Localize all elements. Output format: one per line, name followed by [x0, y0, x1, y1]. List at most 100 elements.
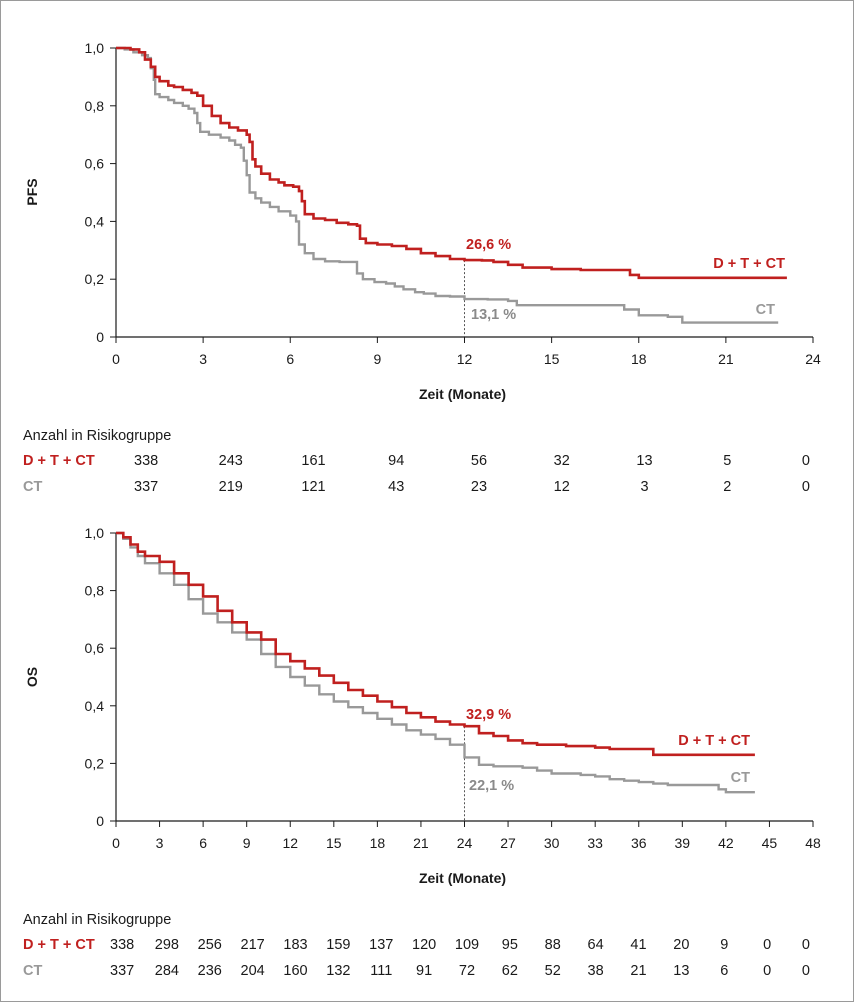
ct-landmark-annotation: 22,1 %: [469, 778, 514, 794]
risk-count: 88: [545, 937, 561, 953]
risk-count: 159: [326, 937, 350, 953]
x-tick-label: 21: [413, 835, 429, 851]
x-tick-label: 24: [457, 835, 473, 851]
risk-count: 21: [630, 963, 646, 979]
y-tick-label: 1,0: [85, 525, 105, 541]
risk-count: 56: [471, 453, 487, 469]
risk-count: 91: [416, 963, 432, 979]
risk-count: 338: [110, 937, 134, 953]
risk-count: 243: [219, 453, 243, 469]
risk-count: 32: [554, 453, 570, 469]
risk-count: 2: [723, 479, 731, 495]
risk-count: 41: [630, 937, 646, 953]
risk-count: 0: [802, 479, 810, 495]
x-tick-label: 27: [500, 835, 516, 851]
risk-count: 298: [155, 937, 179, 953]
risk-count: 6: [720, 963, 728, 979]
ct-survival-curve: [116, 46, 779, 324]
x-tick-label: 24: [805, 351, 821, 367]
dtct-series-label: D + T + CT: [678, 733, 750, 749]
risk-count: 0: [802, 937, 810, 953]
risk-count: 137: [369, 937, 393, 953]
x-tick-label: 0: [112, 835, 120, 851]
x-tick-label: 42: [718, 835, 734, 851]
risk-count: 337: [110, 963, 134, 979]
y-tick-label: 0,4: [85, 698, 105, 714]
y-tick-label: 0: [96, 329, 104, 345]
y-tick-label: 0,8: [85, 98, 105, 114]
ct-survival-curve: [116, 531, 755, 794]
risk-row-label-dtct: D + T + CT: [23, 453, 95, 469]
risk-count: 337: [134, 479, 158, 495]
risk-count: 284: [155, 963, 179, 979]
risk-count: 72: [459, 963, 475, 979]
risk-count: 9: [720, 937, 728, 953]
y-tick-label: 0,8: [85, 583, 105, 599]
risk-count: 13: [636, 453, 652, 469]
y-axis-title: PFS: [24, 178, 40, 205]
y-axis-title: OS: [24, 667, 40, 687]
risk-count: 161: [301, 453, 325, 469]
y-tick-label: 0,2: [85, 271, 105, 287]
risk-count: 43: [388, 479, 404, 495]
dtct-landmark-annotation: 32,9 %: [466, 707, 511, 723]
x-tick-label: 18: [631, 351, 647, 367]
risk-count: 64: [588, 937, 604, 953]
x-tick-label: 9: [373, 351, 381, 367]
dtct-landmark-annotation: 26,6 %: [466, 237, 511, 253]
x-tick-label: 6: [199, 835, 207, 851]
risk-count: 204: [241, 963, 265, 979]
ct-series-label: CT: [731, 770, 750, 786]
x-tick-label: 12: [457, 351, 473, 367]
risk-row-label-ct: CT: [23, 479, 42, 495]
x-tick-label: 15: [326, 835, 342, 851]
risk-count: 120: [412, 937, 436, 953]
risk-row-label-dtct: D + T + CT: [23, 937, 95, 953]
x-tick-label: 6: [286, 351, 294, 367]
x-axis-title: Zeit (Monate): [419, 870, 506, 886]
risk-count: 0: [763, 937, 771, 953]
x-tick-label: 12: [282, 835, 298, 851]
y-tick-label: 1,0: [85, 40, 105, 56]
risk-count: 217: [241, 937, 265, 953]
risk-row-label-ct: CT: [23, 963, 42, 979]
y-tick-label: 0: [96, 813, 104, 829]
risk-count: 338: [134, 453, 158, 469]
risk-count: 94: [388, 453, 404, 469]
x-tick-label: 9: [243, 835, 251, 851]
y-tick-label: 0,6: [85, 156, 105, 172]
risk-count: 160: [283, 963, 307, 979]
risk-table-title: Anzahl in Risikogruppe: [23, 428, 171, 444]
risk-count: 0: [802, 963, 810, 979]
risk-count: 23: [471, 479, 487, 495]
x-tick-label: 48: [805, 835, 821, 851]
risk-count: 109: [455, 937, 479, 953]
x-tick-label: 0: [112, 351, 120, 367]
risk-count: 256: [198, 937, 222, 953]
risk-count: 121: [301, 479, 325, 495]
x-tick-label: 33: [587, 835, 603, 851]
risk-table-title: Anzahl in Risikogruppe: [23, 912, 171, 928]
ct-landmark-annotation: 13,1 %: [471, 307, 516, 323]
risk-count: 95: [502, 937, 518, 953]
x-axis-title: Zeit (Monate): [419, 386, 506, 402]
risk-count: 3: [640, 479, 648, 495]
risk-count: 13: [673, 963, 689, 979]
dtct-series-label: D + T + CT: [713, 256, 785, 272]
os-panel: 00,20,40,60,81,00 3 6 9 12 15 18 21 24 27 30 33 36 39…: [23, 525, 821, 979]
risk-count: 0: [763, 963, 771, 979]
y-tick-label: 0,4: [85, 213, 105, 229]
dtct-survival-curve: [116, 531, 755, 757]
x-tick-label: 15: [544, 351, 560, 367]
risk-count: 0: [802, 453, 810, 469]
x-tick-label: 39: [675, 835, 691, 851]
risk-count: 38: [588, 963, 604, 979]
risk-count: 219: [219, 479, 243, 495]
x-tick-label: 21: [718, 351, 734, 367]
risk-count: 132: [326, 963, 350, 979]
risk-count: 52: [545, 963, 561, 979]
dtct-survival-curve: [116, 46, 787, 280]
risk-count: 62: [502, 963, 518, 979]
y-tick-label: 0,6: [85, 640, 105, 656]
